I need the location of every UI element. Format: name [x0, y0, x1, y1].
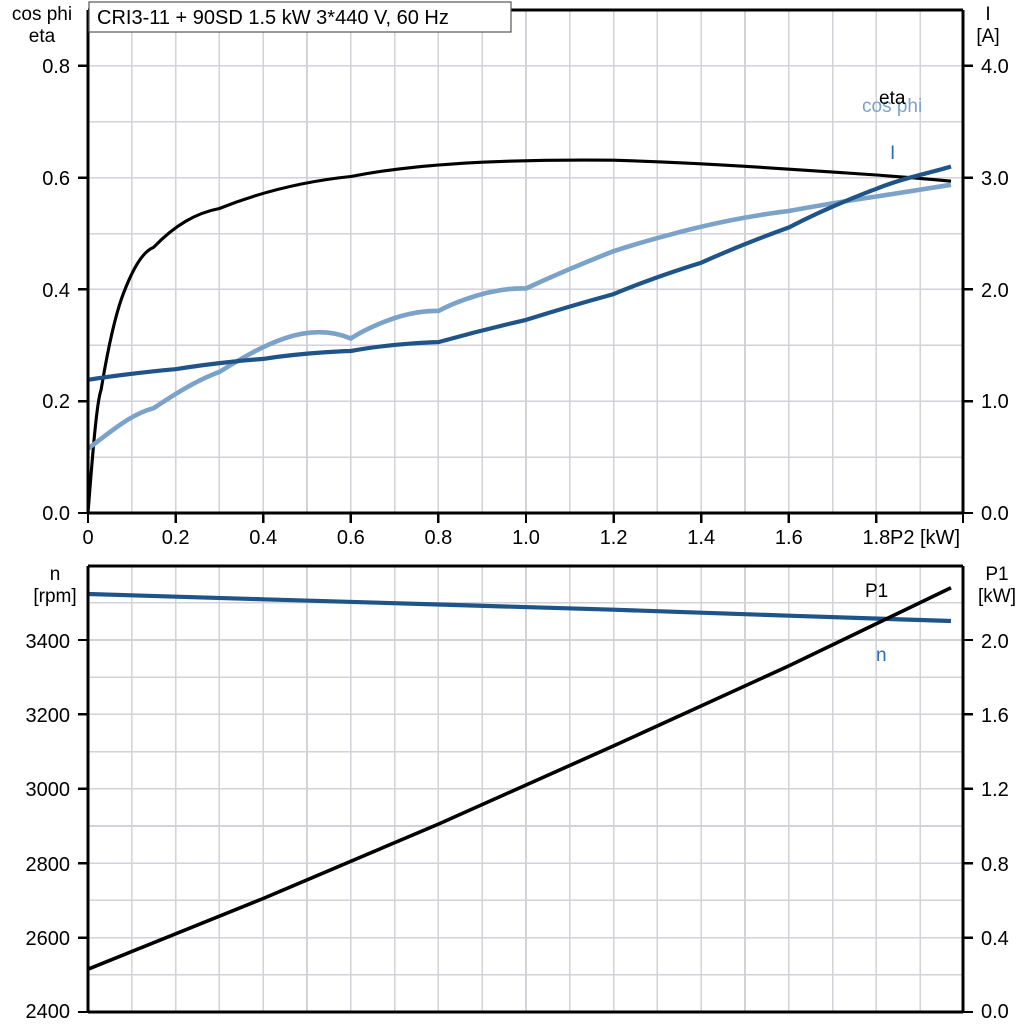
x-axis-title: P2 [kW] — [890, 527, 960, 549]
top-right-axis-title-1: I — [985, 4, 990, 25]
top-x-tick-7: 1.4 — [687, 527, 715, 549]
top-grid — [88, 10, 963, 513]
top-left-axis-title-2: eta — [29, 26, 56, 47]
top-left-tick-0: 0.0 — [42, 503, 70, 525]
bottom-left-tick-3: 3000 — [26, 779, 71, 801]
top-right-tick-1: 1.0 — [981, 391, 1009, 413]
bottom-right-tick-1: 0.4 — [981, 928, 1009, 950]
top-x-tick-4: 0.8 — [424, 527, 452, 549]
curve-p1 — [87, 586, 952, 971]
bottom-left-axis-title-1: n — [50, 564, 61, 585]
top-right-ticks — [963, 64, 973, 515]
top-x-tick-6: 1.2 — [600, 527, 628, 549]
top-x-tick-0: 0 — [82, 527, 93, 549]
bottom-chart-panel: P1 n 2400 2600 2800 3000 3200 3400 — [26, 564, 1017, 1023]
curve-label-cos-phi: cos phi — [862, 96, 922, 117]
curve-eta — [86, 158, 952, 514]
curve-label-p1: P1 — [865, 581, 888, 602]
curve-label-eta: eta — [879, 88, 906, 109]
top-left-ticks — [78, 64, 88, 515]
bottom-left-tick-2: 2800 — [26, 854, 71, 876]
bottom-right-axis-title-2: [kW] — [978, 586, 1016, 607]
chart-title: CRI3-11 + 90SD 1.5 kW 3*440 V, 60 Hz — [97, 7, 449, 29]
curve-cos-phi — [86, 182, 952, 451]
bottom-left-tick-5: 3400 — [26, 631, 71, 653]
top-x-tick-2: 0.4 — [249, 527, 277, 549]
curve-label-current: I — [890, 143, 895, 164]
title-box — [88, 1, 512, 33]
top-x-tick-5: 1.0 — [512, 527, 540, 549]
bottom-grid — [88, 566, 963, 1012]
top-right-axis-title-2: [A] — [976, 26, 999, 47]
bottom-left-tick-4: 3200 — [26, 705, 71, 727]
bottom-left-tick-0: 2400 — [26, 1001, 71, 1023]
bottom-right-axis-title-1: P1 — [985, 564, 1008, 585]
bottom-right-ticks — [963, 638, 973, 1014]
bottom-right-tick-4: 1.6 — [981, 705, 1009, 727]
bottom-left-tick-1: 2600 — [26, 928, 71, 950]
top-right-tick-2: 2.0 — [981, 280, 1009, 302]
top-left-tick-4: 0.8 — [42, 56, 70, 78]
top-right-tick-0: 0.0 — [981, 503, 1009, 525]
top-x-tick-8: 1.6 — [775, 527, 803, 549]
bottom-left-axis-title-2: [rpm] — [33, 586, 76, 607]
top-left-tick-1: 0.2 — [42, 391, 70, 413]
bottom-right-tick-5: 2.0 — [981, 631, 1009, 653]
curve-current — [87, 164, 952, 382]
bottom-right-tick-3: 1.2 — [981, 779, 1009, 801]
top-left-tick-3: 0.6 — [42, 168, 70, 190]
top-x-ticks — [86, 513, 965, 523]
curve-speed — [87, 591, 952, 624]
top-left-axis-title-1: cos phi — [12, 4, 72, 25]
top-right-tick-3: 3.0 — [981, 168, 1009, 190]
top-x-tick-9: 1.8 — [862, 527, 890, 549]
top-x-tick-3: 0.6 — [337, 527, 365, 549]
bottom-left-ticks — [78, 638, 88, 1014]
top-left-tick-2: 0.4 — [42, 280, 70, 302]
bottom-right-tick-2: 0.8 — [981, 854, 1009, 876]
bottom-right-tick-0: 0.0 — [981, 1001, 1009, 1023]
top-chart-panel: cos phi eta I 0.0 0.2 0.4 0.6 0.8 — [12, 1, 1009, 549]
curve-label-n: n — [876, 645, 887, 666]
top-x-tick-1: 0.2 — [162, 527, 190, 549]
top-right-tick-4: 4.0 — [981, 56, 1009, 78]
